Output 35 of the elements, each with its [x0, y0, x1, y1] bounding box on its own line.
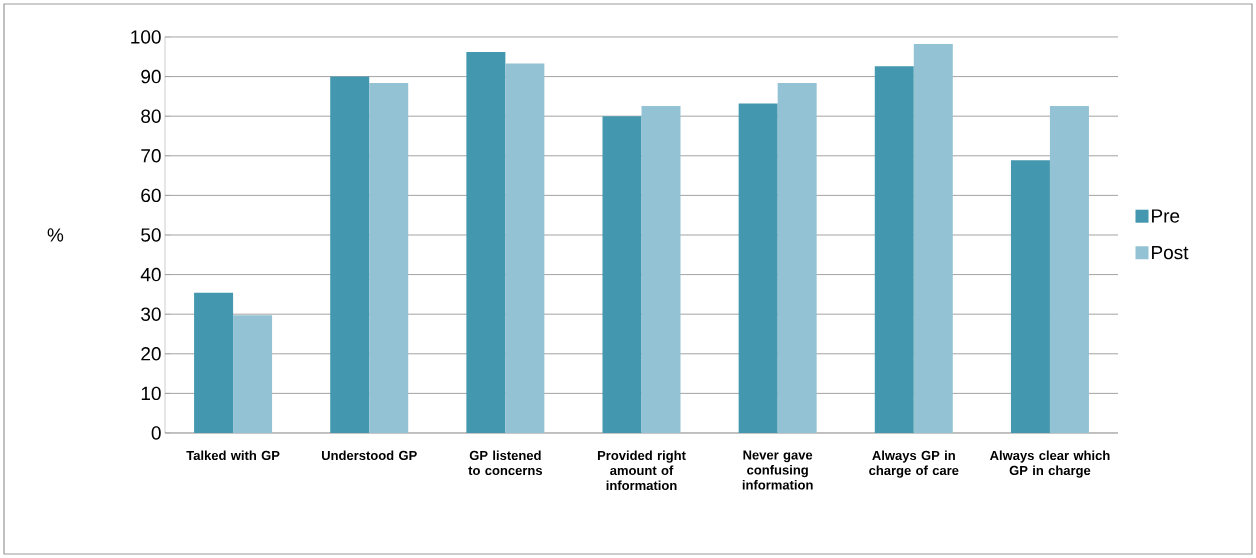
bar	[330, 76, 370, 433]
y-tick-label: 10	[141, 386, 161, 401]
bar	[233, 315, 273, 433]
legend-label: Pre	[1152, 209, 1180, 223]
y-tick-label: 50	[141, 228, 161, 242]
bar	[369, 82, 409, 433]
x-tick-label: Talked with GP	[186, 450, 280, 461]
y-tick-label: 100	[131, 30, 161, 44]
bar	[1049, 105, 1089, 433]
bar	[641, 105, 681, 433]
y-tick-label: 90	[141, 69, 161, 84]
x-tick-label: GP listened to concerns	[468, 450, 543, 476]
bar	[777, 82, 817, 433]
y-tick-label: 40	[140, 267, 161, 282]
bar	[505, 63, 545, 433]
x-tick-label: Always clear which GP in charge	[989, 450, 1110, 478]
x-tick-label: Understood GP	[321, 450, 417, 461]
bar	[1010, 160, 1050, 433]
y-tick-label: 0	[151, 426, 161, 440]
y-tick-label: 30	[141, 307, 161, 321]
y-axis-title: %	[47, 228, 64, 242]
x-tick-label: Provided right amount of information	[597, 450, 686, 491]
bar	[602, 116, 642, 433]
bar	[738, 103, 778, 433]
legend-label: Post	[1152, 245, 1189, 260]
x-tick-label: Always GP in charge of care	[869, 450, 959, 478]
bar	[913, 44, 953, 433]
y-tick-label: 80	[141, 109, 161, 123]
y-tick-label: 70	[141, 149, 161, 163]
bar	[466, 52, 506, 433]
x-tick-label: Never gave confusing information	[742, 450, 813, 490]
bar	[874, 66, 914, 433]
y-tick-label: 60	[141, 188, 161, 203]
bar	[194, 292, 234, 433]
y-tick-label: 20	[141, 347, 161, 361]
